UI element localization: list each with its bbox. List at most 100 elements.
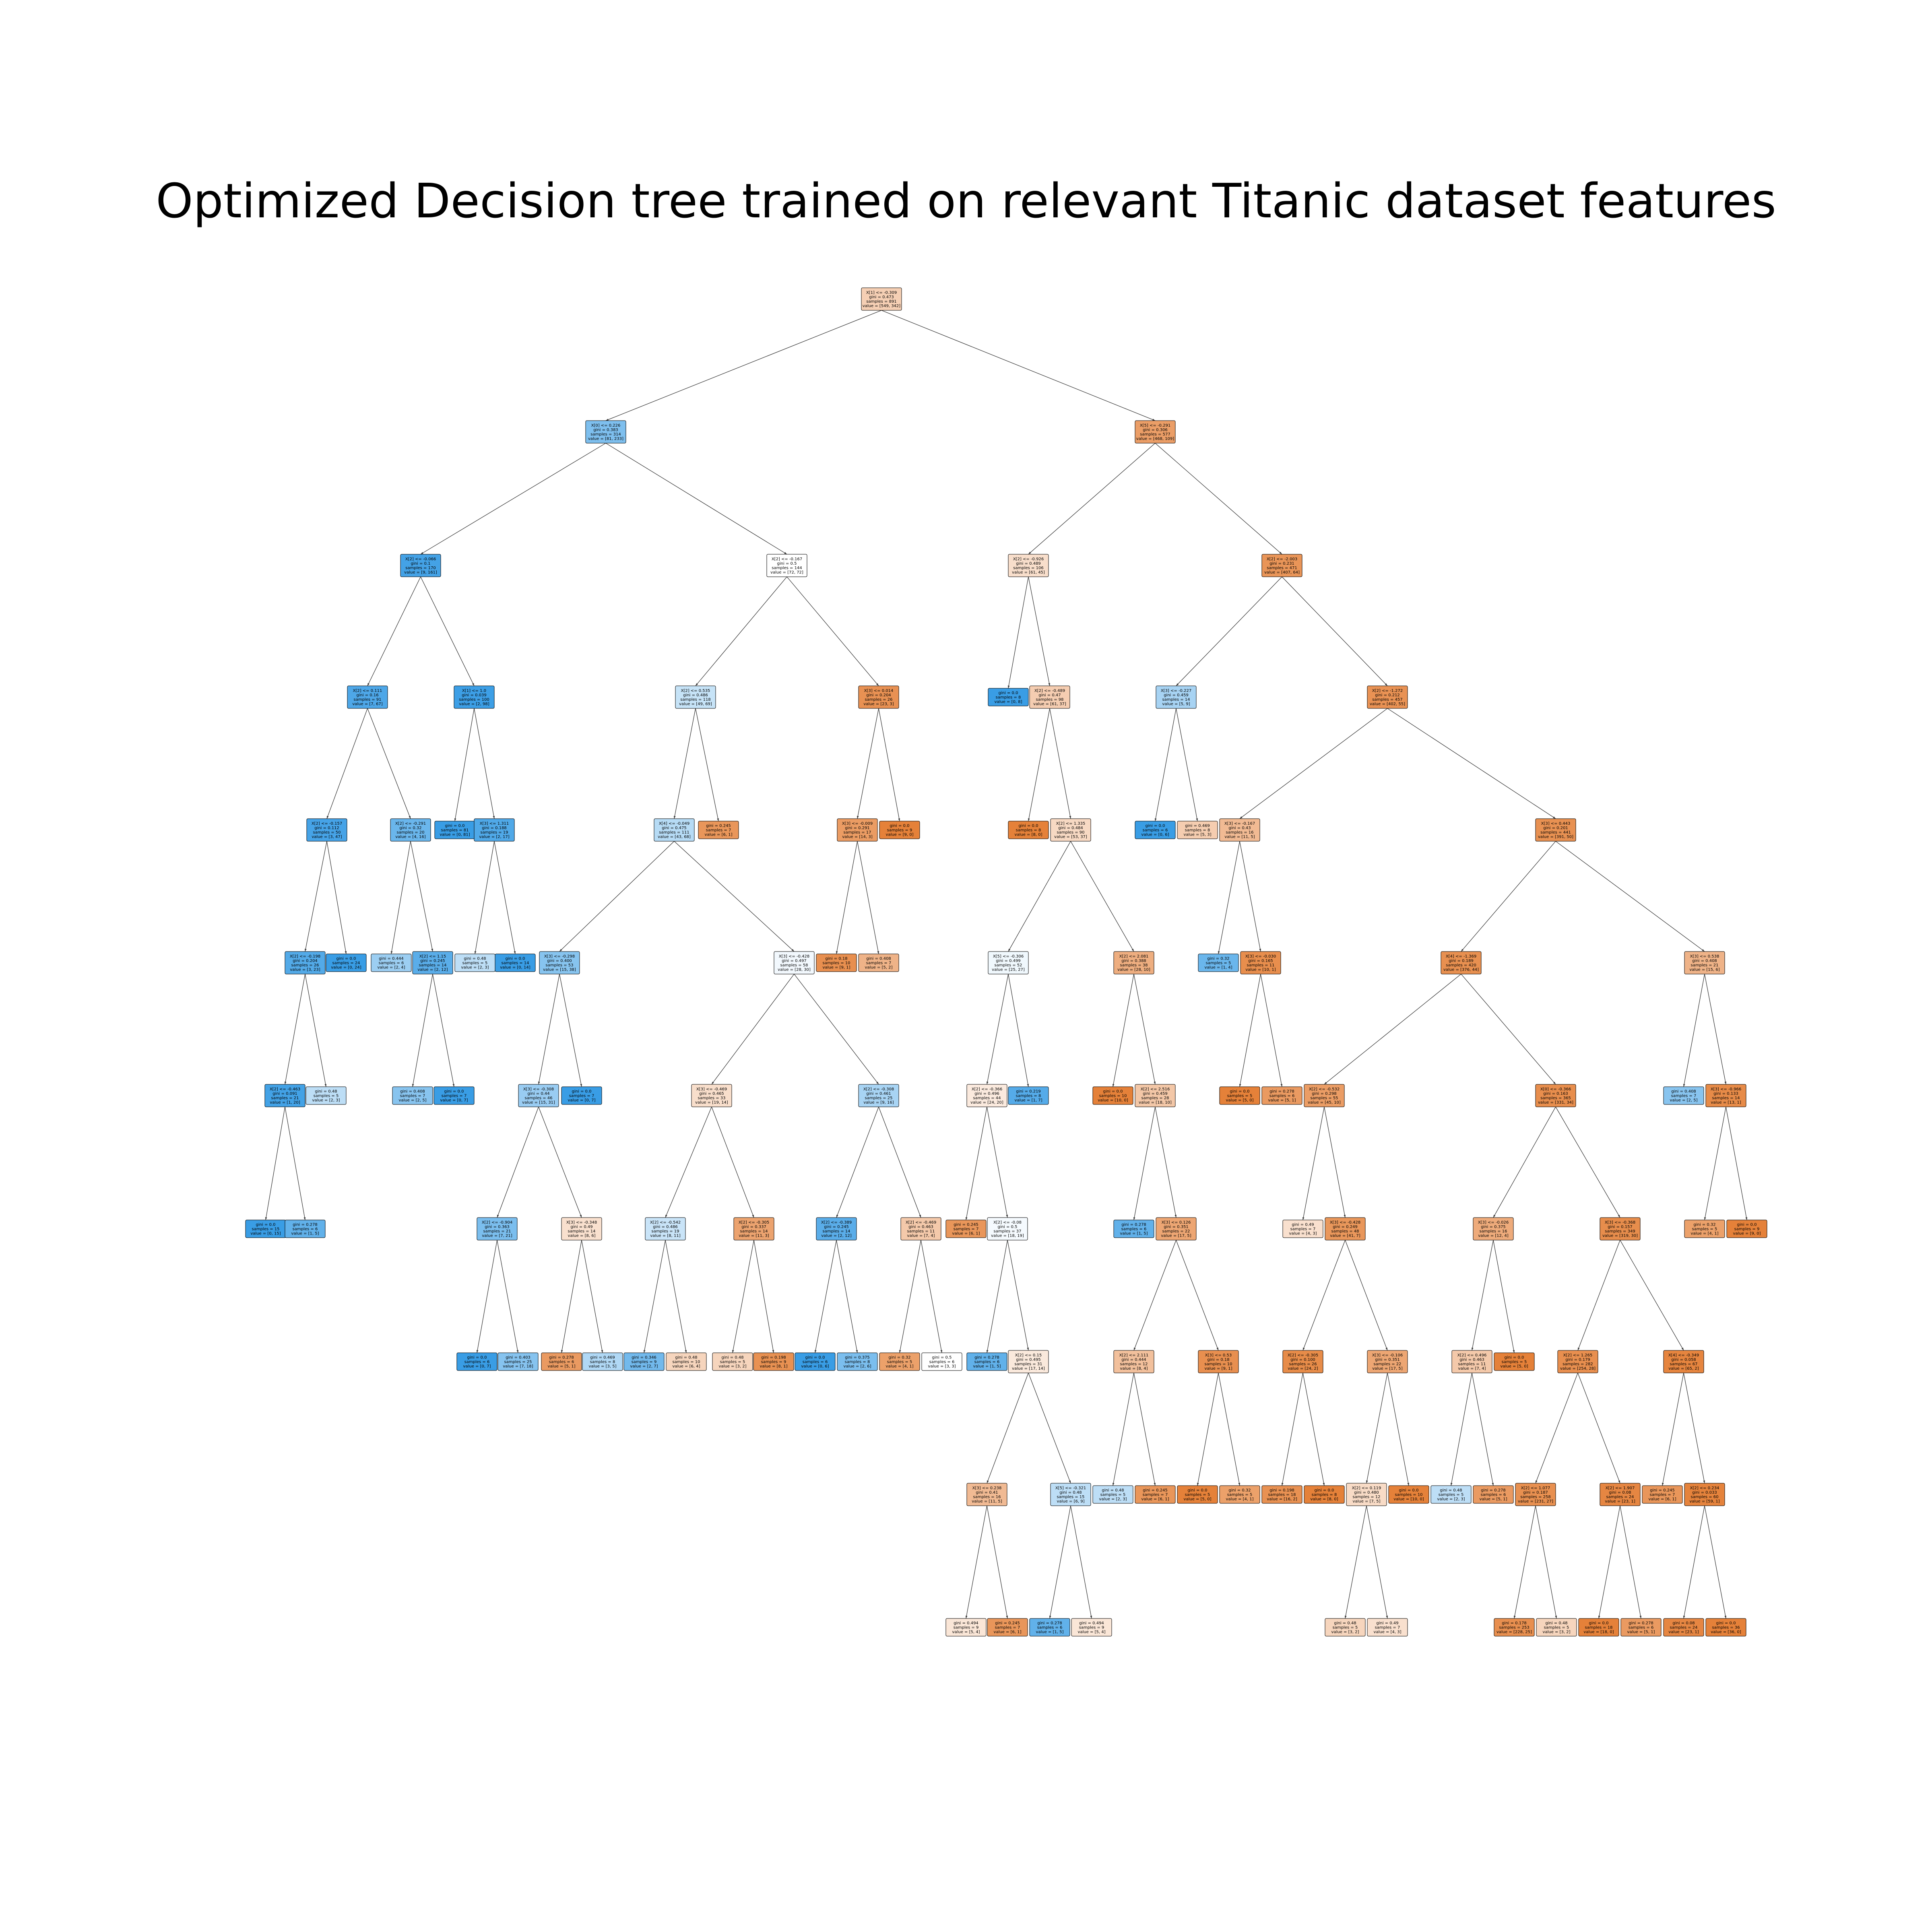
node-line: samples = 8: [996, 696, 1021, 700]
node-line: gini = 0.0: [890, 824, 910, 828]
node-line: value = [0, 8]: [995, 700, 1022, 704]
node-line: samples = 441: [1540, 830, 1571, 835]
node-line: samples = 5: [314, 1094, 339, 1098]
node-line: gini = 0.245: [706, 824, 731, 828]
tree-edge: [1176, 1240, 1219, 1351]
node-line: samples = 7: [706, 828, 731, 833]
node-line: gini = 0.351: [1164, 1225, 1189, 1229]
node-line: X[2] <= -0.389: [821, 1220, 852, 1225]
node-line: gini = 0.48: [1102, 1488, 1124, 1493]
node-line: samples = 6: [974, 1360, 1000, 1364]
node-box: [412, 951, 453, 974]
node-line: value = [228, 25]: [1496, 1630, 1532, 1635]
node-line: samples = 14: [740, 1229, 768, 1234]
node-line: gini = 0.473: [869, 295, 894, 299]
node-line: gini = 0.245: [954, 1223, 978, 1227]
node-line: value = [6, 1]: [1141, 1497, 1169, 1502]
node-box: [561, 1086, 602, 1105]
node-line: X[3] <= -0.030: [1245, 954, 1276, 959]
node-line: X[3] <= -0.308: [523, 1087, 554, 1092]
node-box: [477, 1217, 518, 1241]
node-line: gini = 0.245: [824, 1225, 849, 1229]
tree-edge-arrow: [1133, 1217, 1135, 1220]
node-line: gini = 0.198: [1269, 1488, 1294, 1493]
node-line: X[2] <= -0.291: [395, 822, 426, 826]
tree-edge: [538, 974, 560, 1085]
node-line: value = [65, 2]: [1668, 1366, 1699, 1371]
node-line: gini = 0.278: [1481, 1488, 1506, 1493]
node-line: samples = 24: [1606, 1495, 1634, 1499]
node-line: gini = 0.278: [1269, 1090, 1294, 1094]
node-line: X[5] <= -0.291: [1140, 423, 1170, 428]
node-line: value = [72, 72]: [770, 570, 803, 575]
tree-edge: [1133, 1106, 1156, 1220]
node-line: gini = 0.408: [400, 1090, 425, 1094]
node-line: value = [2, 3]: [461, 966, 489, 970]
node-line: gini = 0.179: [1565, 1358, 1590, 1362]
node-line: samples = 15: [252, 1227, 279, 1232]
tree-edge: [1493, 1240, 1515, 1353]
node-line: gini = 0.245: [1650, 1488, 1675, 1493]
node-line: samples = 16: [1479, 1229, 1507, 1234]
node-line: value = [17, 14]: [1012, 1366, 1045, 1371]
node-line: X[3] <= 0.538: [1690, 954, 1719, 959]
node-line: gini = 0.408: [866, 957, 891, 961]
node-line: gini = 0.400: [547, 959, 572, 963]
node-line: X[2] <= -0.542: [650, 1220, 681, 1225]
tree-edge: [674, 841, 795, 952]
tree-edge-arrow: [514, 951, 516, 954]
tree-edge-arrow: [876, 1082, 879, 1084]
tree-edge-arrow: [1745, 1217, 1748, 1220]
tree-edge-arrow: [497, 1215, 499, 1218]
node-line: samples = 8: [1312, 1493, 1337, 1497]
node-line: samples = 14: [1712, 1096, 1740, 1100]
tree-edge-arrow: [1090, 1616, 1092, 1618]
node-line: value = [7, 21]: [482, 1234, 512, 1238]
node-box: [285, 1220, 326, 1238]
tree-edge: [412, 974, 433, 1087]
node-line: gini = 0.0: [805, 1356, 825, 1360]
tree-edge-arrow: [1344, 1215, 1346, 1218]
tree-edge-arrow: [696, 683, 698, 686]
node-line: value = [6, 1]: [952, 1232, 980, 1236]
tree-edge: [605, 310, 882, 421]
node-box: [691, 1084, 732, 1107]
tree-edge: [1133, 1373, 1156, 1486]
node-line: value = [2, 6]: [844, 1364, 871, 1369]
node-line: samples = 6: [929, 1360, 955, 1364]
tree-edge-arrow: [1154, 1483, 1156, 1486]
tree-edge-arrow: [304, 949, 307, 952]
node-line: samples = 90: [1057, 830, 1084, 835]
tree-edge: [921, 1240, 942, 1353]
tree-edge-arrow: [1027, 1084, 1029, 1087]
node-line: samples = 100: [459, 698, 489, 702]
node-line: gini = 0.0: [1019, 824, 1038, 828]
node-line: value = [5, 2]: [865, 966, 893, 970]
node-line: value = [4, 3]: [1374, 1630, 1402, 1635]
tree-edge-arrow: [1618, 1480, 1620, 1483]
node-line: gini = 0.278: [549, 1356, 574, 1360]
node-box: [1029, 1618, 1070, 1637]
tree-edge: [1028, 443, 1156, 555]
node-line: X[4] <= -0.049: [659, 822, 689, 826]
tree-edge-arrow: [561, 1350, 563, 1353]
tree-edge-arrow: [772, 1350, 774, 1353]
node-line: value = [6, 1]: [1649, 1497, 1676, 1502]
tree-edge: [1577, 1240, 1620, 1351]
node-line: X[1] <= 1.0: [462, 689, 486, 693]
